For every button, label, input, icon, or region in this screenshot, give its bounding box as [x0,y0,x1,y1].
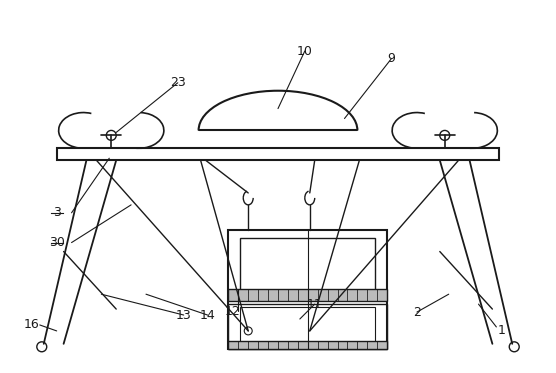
Text: 11: 11 [307,298,322,311]
Bar [337,341,348,349]
Text: 13: 13 [176,308,192,322]
Bar [308,289,317,301]
Bar [327,341,337,349]
Bar [239,341,248,349]
Text: 12: 12 [225,305,240,317]
Bar [268,289,278,301]
Bar [240,238,375,292]
Bar [268,341,278,349]
Bar [57,148,499,160]
Bar [258,341,268,349]
Bar [337,289,348,301]
Bar [229,341,387,349]
Bar [317,341,327,349]
Text: 23: 23 [170,76,186,89]
Bar [229,341,239,349]
Bar [248,341,258,349]
Bar [348,341,358,349]
Bar [288,341,298,349]
Bar [239,289,248,301]
Bar [298,289,308,301]
Bar [378,289,387,301]
Bar [258,289,268,301]
Bar [368,289,378,301]
Text: 10: 10 [297,44,312,57]
Bar [229,289,387,301]
Text: 16: 16 [24,319,39,332]
Text: 30: 30 [49,236,64,249]
Text: 2: 2 [413,305,421,319]
Bar [378,341,387,349]
Bar [358,289,368,301]
Bar [317,289,327,301]
Text: 9: 9 [387,53,395,65]
Bar [358,341,368,349]
Text: 3: 3 [53,206,61,219]
Bar [278,289,288,301]
Bar [327,289,337,301]
Bar [240,307,375,342]
Bar [368,341,378,349]
Text: 1: 1 [498,325,505,338]
Bar [298,341,308,349]
Bar [308,341,317,349]
Bar [288,289,298,301]
Bar [229,304,387,349]
Bar [348,289,358,301]
Bar [229,230,387,349]
Bar [278,341,288,349]
Text: 14: 14 [200,308,215,322]
Bar [248,289,258,301]
Bar [229,289,239,301]
